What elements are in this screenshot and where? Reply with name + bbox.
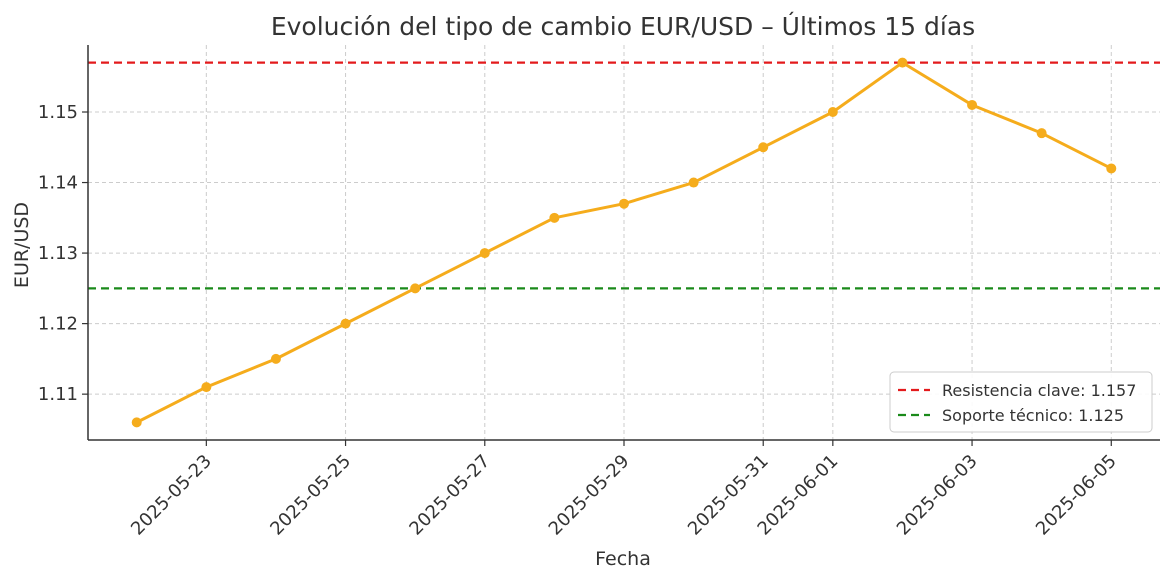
- chart-title: Evolución del tipo de cambio EUR/USD – Ú…: [271, 11, 975, 41]
- y-tick-label: 1.14: [38, 173, 78, 194]
- x-tick-label: 2025-05-23: [127, 451, 216, 540]
- data-point: [1106, 163, 1117, 174]
- data-point: [270, 353, 281, 364]
- x-tick-label: 2025-06-05: [1032, 451, 1121, 540]
- data-point: [1036, 128, 1047, 139]
- data-point: [688, 177, 699, 188]
- data-point: [619, 198, 629, 209]
- data-point: [758, 142, 769, 153]
- y-tick-label: 1.13: [38, 243, 78, 264]
- x-tick-label: 2025-06-03: [893, 451, 982, 540]
- x-axis-label: Fecha: [595, 548, 651, 570]
- data-point: [549, 212, 560, 223]
- data-point: [479, 248, 490, 259]
- data-point: [827, 107, 838, 118]
- series-group: [131, 57, 1117, 428]
- legend-entry: Resistencia clave: 1.157: [942, 381, 1136, 400]
- legend-entry: Soporte técnico: 1.125: [942, 406, 1124, 425]
- y-tick-label: 1.11: [38, 384, 78, 405]
- legend-box: [889, 371, 1153, 433]
- y-axis-label: EUR/USD: [11, 202, 33, 288]
- x-tick-label: 2025-05-29: [545, 451, 634, 540]
- y-tick-label: 1.12: [38, 314, 78, 335]
- x-tick-label: 2025-05-25: [266, 451, 355, 540]
- reference-lines: [88, 61, 1160, 290]
- data-point: [131, 417, 142, 428]
- y-ticks: 1.11 1.12 1.13 1.14 1.15: [38, 102, 88, 405]
- data-point: [201, 382, 212, 393]
- data-point: [897, 57, 908, 68]
- x-ticks: 2025-05-23 2025-05-25 2025-05-27 2025-05-29…: [127, 440, 1121, 540]
- x-tick-label: 2025-05-27: [405, 451, 494, 540]
- data-point: [340, 318, 351, 329]
- y-tick-label: 1.15: [38, 102, 78, 123]
- data-point: [967, 99, 978, 110]
- data-point: [410, 283, 421, 294]
- legend: Resistencia clave: 1.157 Soporte técnico:…: [889, 371, 1153, 433]
